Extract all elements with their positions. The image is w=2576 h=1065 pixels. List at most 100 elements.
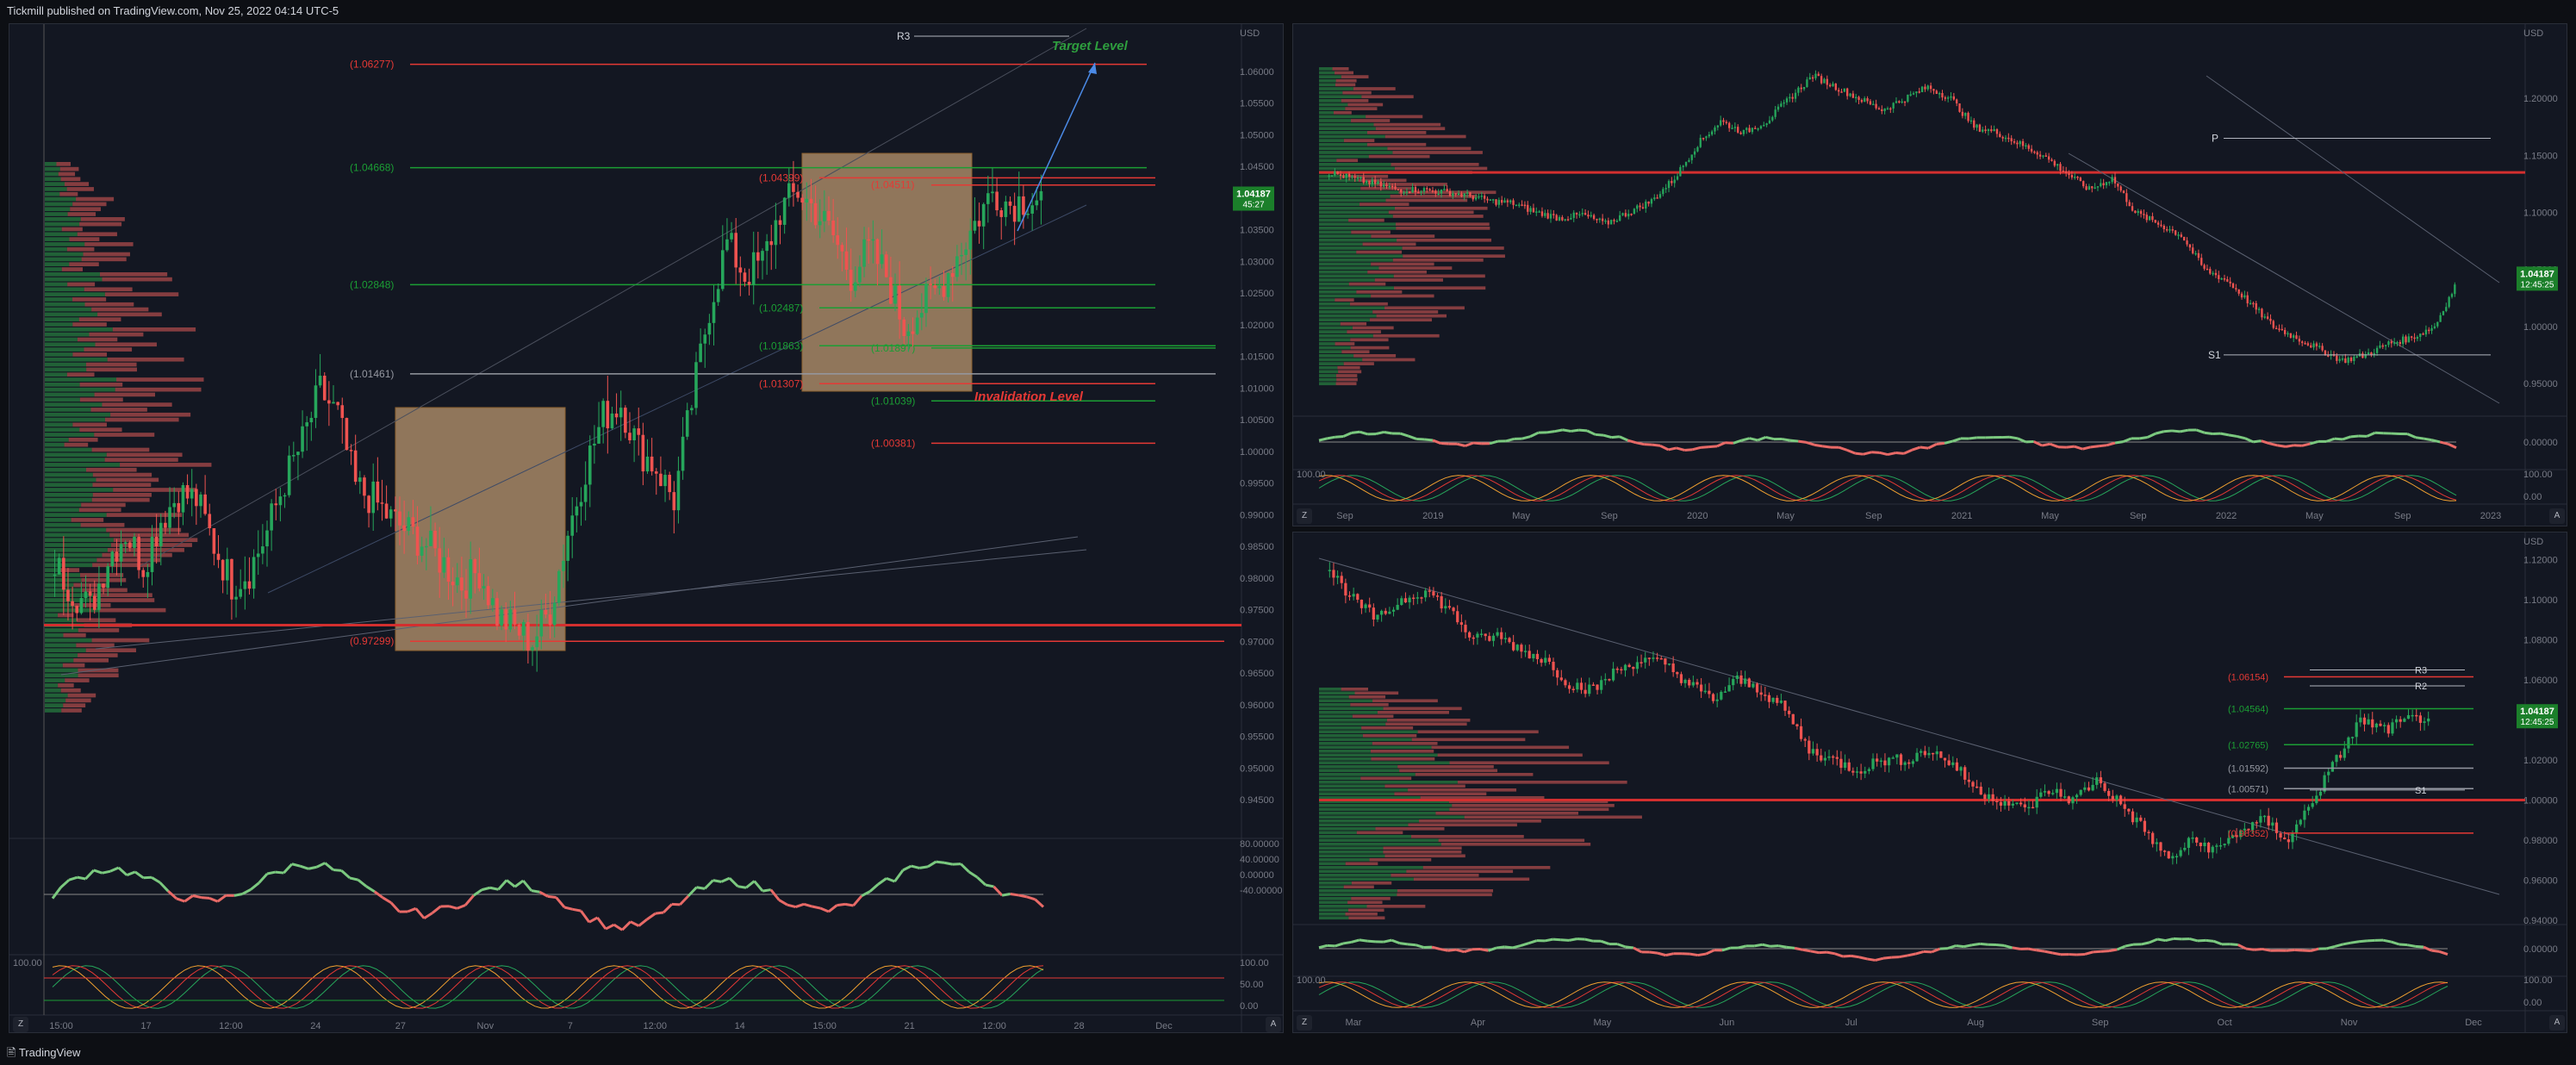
- left-candle: [601, 401, 605, 427]
- auto-scale-toggle-button[interactable]: A: [2549, 508, 2565, 524]
- left-vol-green: [45, 477, 96, 483]
- rt-candle: [2025, 145, 2027, 147]
- rt-osc-seg: [1335, 435, 1344, 439]
- left-chart-panel[interactable]: (1.06277) (1.04668) (1.04399) (1.04511) (1.0…: [9, 23, 1284, 1033]
- left-vol-green: [45, 397, 80, 402]
- rt-candle: [2226, 279, 2229, 282]
- rt-candle: [1613, 220, 1615, 221]
- rb-candle: [2427, 718, 2430, 722]
- rb-candle: [1552, 662, 1555, 670]
- rb-candle: [1332, 570, 1335, 578]
- left-candle: [473, 559, 477, 574]
- left-candle: [920, 313, 924, 318]
- rt-candle: [1414, 186, 1417, 192]
- auto-scale-toggle-button[interactable]: A: [2549, 1015, 2565, 1031]
- rt-candle: [2327, 355, 2330, 357]
- rb-candle: [2343, 748, 2346, 758]
- left-vol-red: [62, 663, 85, 668]
- rt-candle: [1385, 184, 1388, 187]
- log-scale-toggle-button[interactable]: Z: [1297, 508, 1312, 524]
- left-candle: [314, 385, 318, 418]
- rb-vol-red: [1411, 835, 1524, 838]
- rb-candle: [2115, 795, 2119, 800]
- tradingview-logo[interactable]: 🖹 TradingView: [7, 1046, 81, 1059]
- rt-osc-seg: [1384, 430, 1393, 435]
- rb-candle: [2111, 795, 2114, 800]
- rb-candle: [2374, 723, 2379, 728]
- left-vol-red: [72, 297, 107, 302]
- rb-candle: [1447, 606, 1452, 608]
- left-candle: [190, 489, 194, 499]
- left-candle: [743, 272, 747, 283]
- rt-candle: [2347, 358, 2349, 364]
- rb-vol-red: [1394, 792, 1487, 796]
- left-candle: [906, 331, 911, 336]
- rt-vol-green: [1319, 122, 1374, 127]
- left-vol-red: [64, 182, 90, 186]
- rb-candle: [2339, 755, 2343, 758]
- rb-candle: [1923, 750, 1926, 756]
- log-scale-toggle-button[interactable]: Z: [13, 1017, 28, 1032]
- rb-osc-seg: [1907, 952, 1916, 957]
- rt-vol-green: [1319, 270, 1368, 274]
- rt-osc-seg: [1969, 436, 1977, 440]
- rb-vol-green: [1319, 889, 1397, 893]
- rb-candle: [2051, 793, 2055, 794]
- rt-channel-line: [2206, 75, 2500, 283]
- rt-osc-seg: [1668, 446, 1677, 452]
- rt-vol-green: [1319, 326, 1353, 330]
- right-top-chart-panel[interactable]: PS1USD1.200001.150001.100001.050001.0000…: [1292, 23, 2567, 526]
- rb-candle: [2335, 755, 2338, 763]
- right-top-chart-svg[interactable]: PS1USD1.200001.150001.100001.050001.0000…: [1293, 24, 2567, 526]
- left-vol-red: [80, 217, 125, 221]
- rb-vol-red: [1457, 781, 1627, 784]
- left-osc-seg: [192, 894, 202, 900]
- rt-vol-green: [1319, 222, 1396, 227]
- right-bottom-chart-panel[interactable]: (1.06154) (1.04564) (1.02765) (1.01592) (1.0…: [1292, 532, 2567, 1033]
- rt-vol-green: [1319, 139, 1344, 142]
- left-vol-red: [79, 221, 122, 227]
- log-scale-toggle-button[interactable]: Z: [1297, 1015, 1312, 1031]
- rt-vol-red: [1353, 354, 1397, 358]
- rb-candle: [2251, 822, 2255, 831]
- rt-candle: [1811, 77, 1814, 79]
- rt-osc-seg: [1708, 445, 1718, 449]
- rb-vol-red: [1372, 699, 1438, 703]
- rt-candle: [1647, 201, 1650, 204]
- rb-vol-red: [1397, 765, 1494, 769]
- rt-time-tick: 2020: [1687, 511, 1708, 521]
- rt-candle: [1662, 189, 1664, 195]
- rb-osc-seg: [2141, 941, 2150, 946]
- rb-candle: [1783, 701, 1787, 711]
- rt-candle: [1552, 214, 1555, 215]
- rb-candle: [1611, 668, 1615, 681]
- rt-vol-red: [1375, 127, 1446, 131]
- left-osc-seg: [886, 876, 896, 883]
- left-vol-red: [92, 493, 152, 497]
- rb-osc-seg: [1318, 944, 1328, 950]
- rb-vol-red: [1354, 691, 1399, 695]
- rb-candle: [2239, 830, 2243, 838]
- left-osc-seg: [844, 902, 854, 907]
- rb-candle: [2371, 719, 2374, 728]
- auto-scale-toggle-button[interactable]: A: [1266, 1017, 1281, 1032]
- rb-vol-red: [1348, 916, 1385, 920]
- rt-candle: [1682, 165, 1684, 167]
- rt-candle: [2413, 337, 2416, 339]
- left-candle: [659, 473, 663, 487]
- publish-header: Tickmill published on TradingView.com, N…: [0, 0, 2576, 22]
- left-candle: [871, 239, 875, 241]
- rt-candle: [1409, 191, 1411, 194]
- rb-candle: [1788, 710, 1791, 714]
- right-bottom-chart-svg[interactable]: (1.06154)(1.04564)(1.02765)(1.01592)(1.0…: [1293, 532, 2567, 1033]
- left-chart-svg[interactable]: (1.06277)(1.04668)(1.04399)(1.04511)(1.0…: [9, 24, 1284, 1033]
- rb-vol-green: [1319, 900, 1348, 905]
- rb-osc-seg: [1568, 937, 1577, 942]
- rt-candle: [1443, 189, 1446, 190]
- left-price-tick: 1.03500: [1240, 226, 1274, 236]
- rb-candle: [2127, 808, 2131, 812]
- left-osc-seg: [555, 896, 566, 908]
- left-vol-green: [45, 252, 84, 257]
- left-vol-green: [45, 618, 78, 623]
- rb-candle: [1903, 762, 1907, 765]
